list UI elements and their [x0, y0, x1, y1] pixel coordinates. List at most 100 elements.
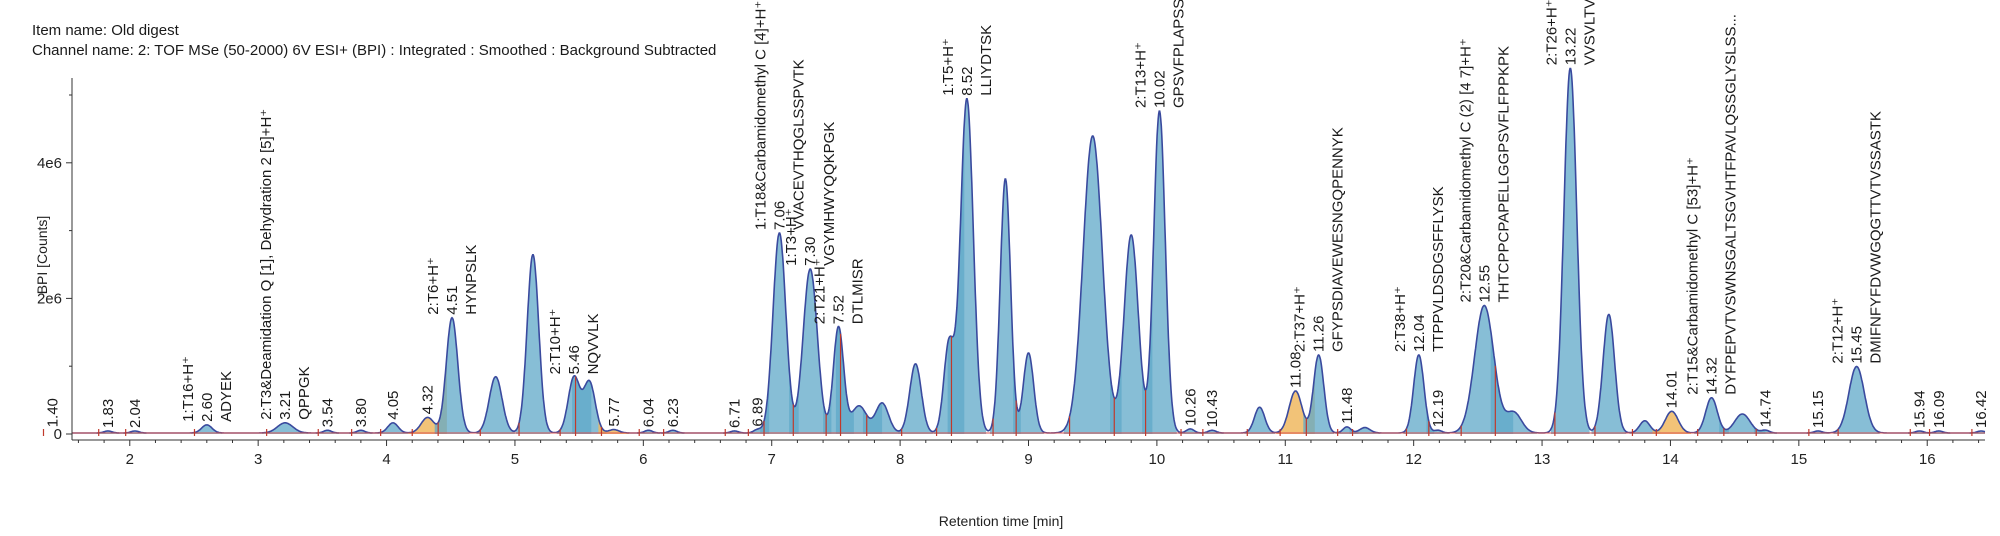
annotation-line: 1.40 [45, 398, 62, 427]
annotation-line: 2.60 [199, 393, 216, 422]
annotation-line: 10.43 [1204, 390, 1221, 428]
peak-annotation-20: 2:T13+H⁺ 10.02 GPSVFPLAPSSK [1133, 0, 1188, 108]
annotation-line: 16.42 [1973, 390, 1990, 428]
x-tick-label-10: 12 [1405, 451, 1422, 468]
annotation-line: 10.02 [1152, 70, 1169, 108]
annotation-line: NQVVLK [585, 314, 602, 375]
x-tick-label-11: 13 [1534, 451, 1551, 468]
x-tick-label-9: 11 [1277, 451, 1293, 468]
peak-area-29 [1063, 136, 1122, 434]
annotation-line: LLIYDTSK [978, 25, 995, 96]
y-axis-title: BPI [Counts] [34, 216, 50, 295]
annotation-line: GPSVFPLAPSSK [1171, 0, 1188, 108]
peak-area-20 [789, 268, 832, 434]
peak-area-11 [515, 254, 551, 434]
peak-area-3 [191, 424, 223, 434]
y-tick-label-2: 4e6 [37, 155, 62, 172]
item-name: Item name: Old digest [32, 22, 179, 39]
annotation-line: 11.48 [1339, 387, 1356, 423]
annotation-line: THTCPPCPAPELLGGPSVFLFPPKPK [1495, 46, 1512, 302]
annotation-line: TTPPVLDSDGSFFLYSK [1430, 186, 1447, 352]
peak-annotation-36: 16.09 [1931, 390, 1948, 428]
annotation-line: QPPGK [296, 366, 313, 419]
peak-annotation-24: 2:T37+H⁺ 11.26 GFYPSDIAVEWESNGQPENNYK [1292, 127, 1347, 352]
x-tick-label-5: 7 [768, 451, 776, 468]
peak-area-10 [476, 376, 515, 434]
peak-area-26 [947, 98, 987, 434]
peak-annotation-22: 10.43 [1204, 390, 1221, 428]
annotation-line: DTLMISR [850, 258, 867, 324]
peak-annotation-33: 15.15 [1810, 390, 1827, 428]
peak-area-30 [1110, 234, 1153, 434]
bpi-trace [72, 67, 1986, 434]
annotation-line: 14.32 [1704, 357, 1721, 395]
x-tick-label-3: 5 [511, 451, 519, 468]
annotation-line: 6.89 [750, 397, 767, 426]
annotation-line: 1.83 [100, 399, 117, 428]
annotation-line: HYNPSLK [463, 245, 480, 315]
annotation-line: 15.94 [1912, 390, 1929, 428]
annotation-line: 12.19 [1430, 390, 1447, 428]
peak-area-22 [835, 326, 883, 434]
annotation-line: 2:T38+H⁺ [1392, 286, 1409, 352]
peak-area-43 [1551, 68, 1590, 434]
x-tick-label-1: 3 [254, 451, 262, 468]
annotation-line: ADYEK [218, 371, 235, 422]
peak-annotation-16: 1:T18&Carbamidomethyl C [4]+H⁺ 7.06 VVACEV… [752, 1, 807, 230]
annotation-line: 7.06 [771, 201, 788, 230]
peak-annotation-29: 2:T26+H⁺13.22VVSVLTVLHQDWLNGK [1543, 0, 1598, 65]
peak-annotation-8: 4.32 [420, 385, 437, 414]
peak-annotation-4: 2:T3&Deamidation Q [1], Dehydration 2 [5… [258, 109, 313, 420]
annotation-line: 1:T18&Carbamidomethyl C [4]+H⁺ [752, 1, 769, 230]
annotation-line: 12.55 [1476, 265, 1493, 303]
x-tick-label-4: 6 [639, 451, 647, 468]
peak-area-42 [1490, 330, 1537, 434]
peak-annotation-30: 14.01 [1664, 371, 1681, 409]
peak-annotation-1: 1.83 [100, 399, 117, 428]
annotation-line: 4.51 [444, 285, 461, 314]
peak-area-36 [1303, 354, 1335, 434]
annotation-line: 3.54 [320, 398, 337, 427]
peak-annotation-26: 2:T38+H⁺ 12.04 TTPPVLDSDGSFFLYSK [1392, 186, 1447, 352]
annotation-line: 2:T12+H⁺ [1830, 298, 1847, 364]
annotation-line: 10.26 [1182, 388, 1199, 426]
annotation-line: GFYPSDIAVEWESNGQPENNYK [1330, 127, 1347, 352]
annotation-line: 13.22 [1562, 28, 1579, 66]
annotation-line: 2:T26+H⁺ [1543, 0, 1560, 65]
annotation-line: 6.04 [641, 398, 658, 427]
peak-annotation-15: 6.89 [750, 397, 767, 426]
x-tick-label-0: 2 [126, 451, 134, 468]
peak-area-34 [1244, 407, 1275, 434]
peak-annotation-21: 10.26 [1182, 388, 1199, 426]
annotation-line: VVSVLTVLHQDWLNGK [1581, 0, 1598, 65]
peak-annotation-27: 12.19 [1430, 390, 1447, 428]
annotation-line: 5.77 [606, 397, 623, 426]
annotation-line: 2.04 [127, 399, 144, 428]
peak-area-46 [1652, 411, 1691, 434]
peak-area-19 [760, 233, 799, 434]
peak-annotation-3: 1:T16+H⁺ 2.60 ADYEK [180, 356, 235, 422]
peak-annotation-25: 11.48 [1339, 387, 1356, 423]
peak-annotation-28: 2:T20&Carbamidomethyl C (2) [4 7]+H⁺ 12.5… [1457, 38, 1512, 302]
annotation-line: VVACEVTHQGLSSPVTK [790, 59, 807, 230]
peak-area-9 [434, 317, 470, 434]
x-tick-label-8: 10 [1149, 451, 1166, 468]
annotation-line: 15.15 [1810, 390, 1827, 428]
annotation-line: 7.30 [802, 237, 819, 266]
peak-annotation-6: 3.80 [353, 398, 370, 427]
peak-area-51 [1833, 366, 1880, 434]
peak-area-31 [1142, 110, 1177, 435]
annotation-line: 6.71 [727, 399, 744, 428]
annotation-line: 4.05 [385, 391, 402, 420]
peak-annotation-19: 1:T5+H⁺ 8.52 LLIYDTSK [940, 25, 995, 96]
peak-area-38 [1349, 427, 1381, 434]
x-tick-label-2: 4 [382, 451, 390, 468]
peak-annotation-11: 5.77 [606, 397, 623, 426]
x-tick-label-12: 14 [1662, 451, 1679, 468]
peak-annotation-0: 1.40 [45, 398, 62, 427]
annotation-line: 2:T20&Carbamidomethyl C (2) [4 7]+H⁺ [1457, 38, 1474, 302]
annotation-line: 1:T16+H⁺ [180, 356, 197, 422]
annotation-line: 4.32 [420, 385, 437, 414]
annotation-line: 2:T37+H⁺ [1292, 286, 1309, 352]
